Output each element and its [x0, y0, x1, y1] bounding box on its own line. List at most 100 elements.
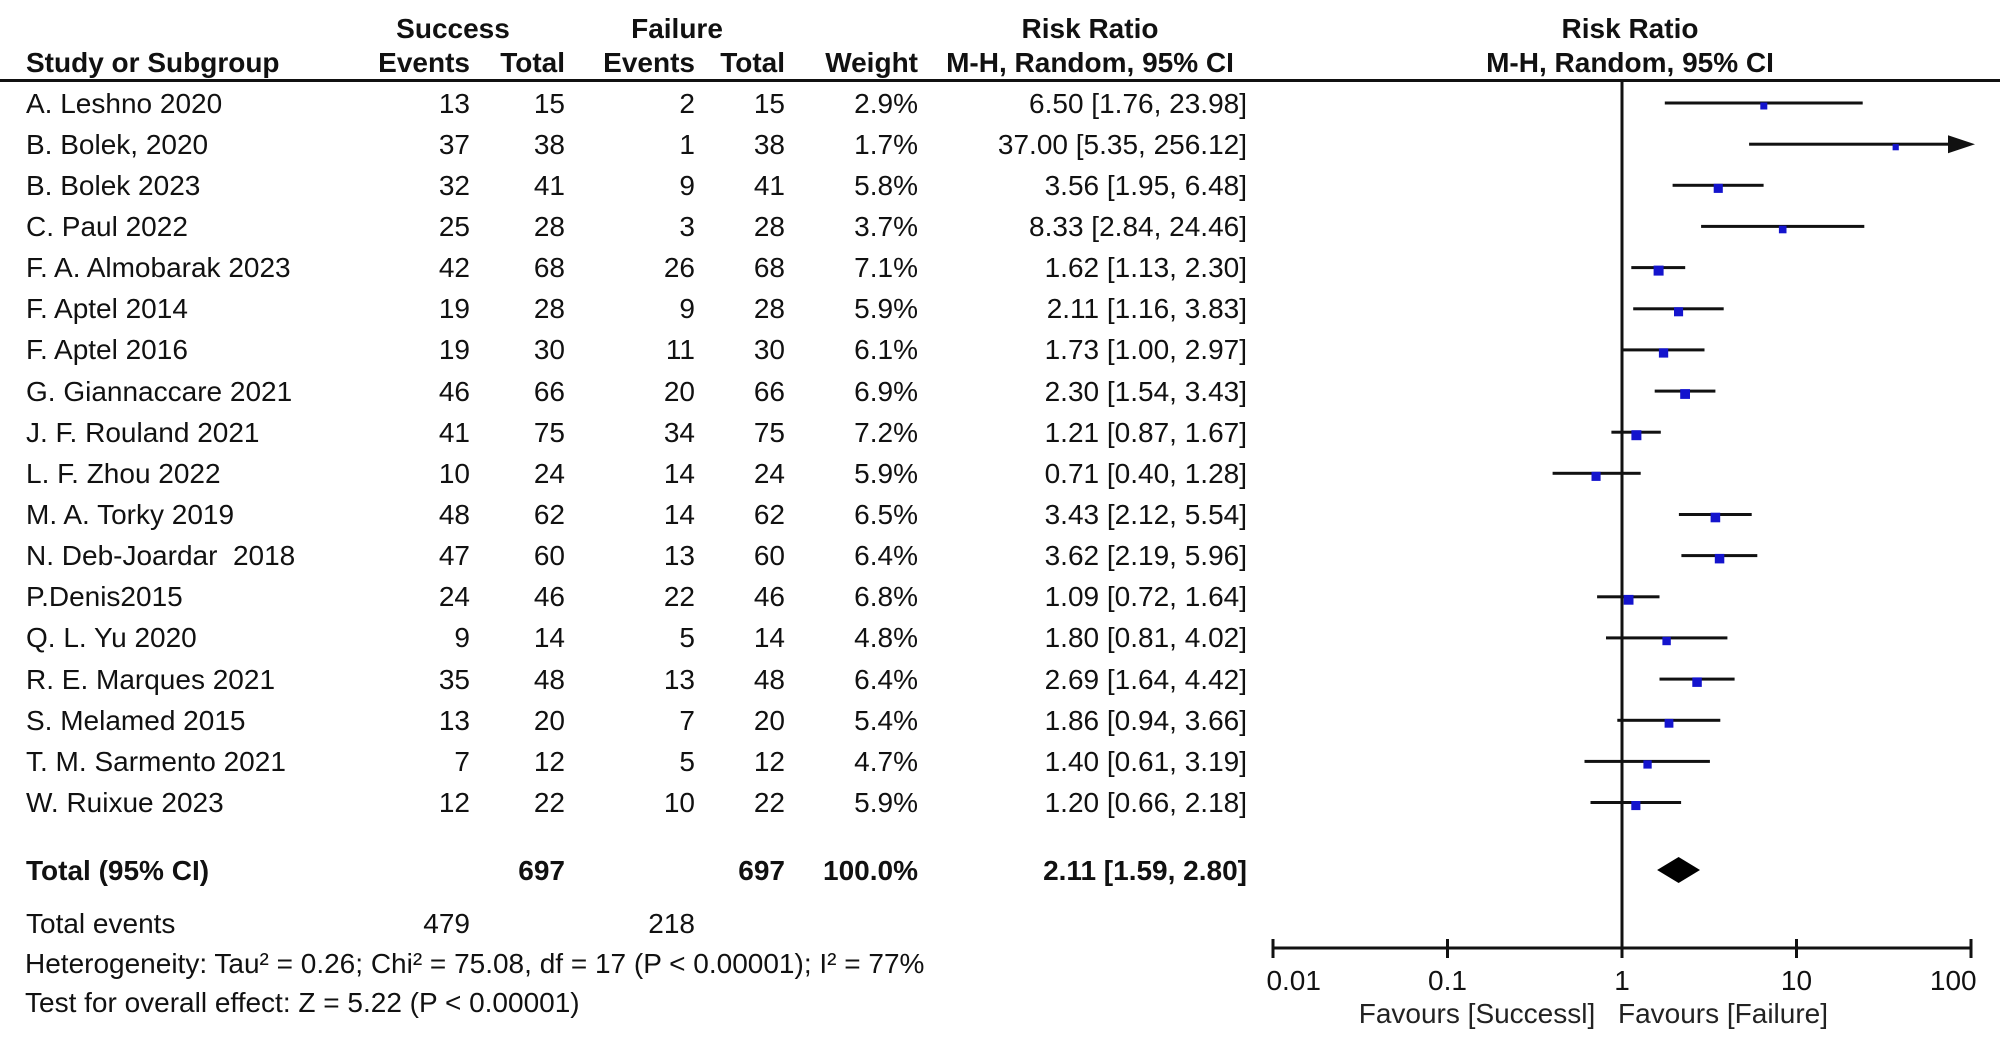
study-row: T. M. Sarmento 2021 7 12 5 12 4.7% 1.40 [0.61,…	[0, 741, 2000, 782]
success-total-cell: 20	[533, 704, 565, 736]
weight-cell: 6.8%	[854, 581, 918, 613]
risk-ratio-cell: 37.00 [5.35, 256.12]	[997, 128, 1247, 160]
risk-ratio-cell: 1.62 [1.13, 2.30]	[1044, 252, 1247, 284]
effect-marker	[1760, 102, 1768, 110]
axis-tick-label: 100	[1929, 965, 1977, 996]
total-weight-cell: 100.0%	[823, 854, 918, 886]
favours-left-label: Favours [Successl]	[1358, 998, 1596, 1029]
effect-marker	[1623, 594, 1634, 605]
col-header-failure-events: Events	[603, 47, 695, 78]
weight-cell: 6.5%	[854, 499, 918, 530]
success-events-cell: 12	[438, 787, 470, 818]
risk-ratio-cell: 1.09 [0.72, 1.64]	[1044, 581, 1247, 613]
col-header-success-events: Events	[378, 47, 470, 78]
success-events-cell: 46	[438, 375, 470, 407]
heterogeneity-text: Heterogeneity: Tau² = 0.26; Chi² = 75.08…	[25, 948, 925, 979]
axis-tick-label: 1	[1614, 965, 1630, 996]
effect-marker	[1692, 677, 1702, 687]
success-total-cell: 12	[533, 745, 565, 777]
success-total-cell: 60	[533, 540, 565, 572]
study-name-cell: F. Aptel 2014	[26, 293, 188, 325]
failure-events-cell: 5	[679, 745, 695, 777]
study-name-cell: F. Aptel 2016	[26, 334, 188, 366]
study-name-cell: M. A. Torky 2019	[26, 499, 235, 530]
weight-cell: 3.7%	[854, 210, 918, 242]
risk-ratio-header-left: Risk Ratio	[1021, 13, 1159, 44]
failure-events-cell: 9	[679, 169, 695, 201]
study-name-cell: Q. L. Yu 2020	[26, 622, 197, 654]
failure-total-cell: 48	[753, 663, 785, 695]
effect-marker	[1710, 512, 1721, 523]
study-name-cell: B. Bolek, 2020	[26, 128, 209, 160]
failure-total-cell: 68	[753, 252, 785, 284]
success-events-cell: 32	[438, 169, 470, 201]
failure-events-cell: 13	[663, 540, 695, 572]
weight-cell: 7.2%	[854, 416, 918, 448]
failure-events-cell: 10	[663, 787, 695, 818]
study-row: C. Paul 2022 25 28 3 28 3.7% 8.33 [2.84, 24.46…	[0, 206, 2000, 247]
axis-tick-label: 0.01	[1266, 965, 1321, 996]
weight-cell: 5.9%	[854, 787, 918, 818]
study-row: R. E. Marques 2021 35 48 13 48 6.4% 2.69 [1.64…	[0, 659, 2000, 700]
weight-cell: 6.4%	[854, 663, 918, 695]
study-row: B. Bolek 2023 32 41 9 41 5.8% 3.56 [1.95, 6.48…	[0, 165, 2000, 206]
failure-events-cell: 22	[663, 581, 695, 613]
axis-tick-label: 0.1	[1428, 965, 1467, 996]
failure-total-cell: 28	[753, 210, 785, 242]
study-name-cell: G. Giannaccare 2021	[26, 375, 293, 407]
failure-total-cell: 60	[753, 540, 785, 572]
col-header-mh-ci-right: M-H, Random, 95% CI	[1486, 47, 1774, 78]
col-header-mh-ci-left: M-H, Random, 95% CI	[946, 47, 1234, 78]
success-events-cell: 42	[438, 252, 470, 284]
risk-ratio-cell: 1.40 [0.61, 3.19]	[1044, 745, 1247, 777]
success-events-cell: 37	[438, 128, 470, 160]
failure-events-cell: 5	[679, 622, 695, 654]
study-row: A. Leshno 2020 13 15 2 15 2.9% 6.50 [1.76, 23.…	[0, 83, 2000, 124]
weight-cell: 5.8%	[854, 169, 918, 201]
study-name-cell: N. Deb-Joardar 2018	[26, 540, 296, 572]
risk-ratio-cell: 1.80 [0.81, 4.02]	[1044, 622, 1247, 654]
study-row: J. F. Rouland 2021 41 75 34 75 7.2% 1.21 [0.87…	[0, 412, 2000, 453]
failure-events-cell: 26	[663, 252, 695, 284]
failure-events-cell: 7	[679, 704, 695, 736]
weight-cell: 5.9%	[854, 457, 918, 489]
success-events-cell: 13	[438, 87, 470, 119]
total-row: Total (95% CI) 697 697 100.0% 2.11 [1.59, 2.…	[0, 850, 2000, 891]
weight-cell: 4.7%	[854, 745, 918, 777]
weight-cell: 6.9%	[854, 375, 918, 407]
failure-total-cell: 41	[753, 169, 785, 201]
failure-events-cell: 11	[665, 334, 695, 366]
effect-marker	[1591, 471, 1601, 481]
success-events-cell: 25	[438, 210, 470, 242]
total-events-failure-cell: 218	[648, 908, 695, 939]
risk-ratio-cell: 3.62 [2.19, 5.96]	[1044, 540, 1247, 572]
study-row: P.Denis2015 24 46 22 46 6.8% 1.09 [0.72, 1.64]	[0, 576, 2000, 617]
risk-ratio-cell: 8.33 [2.84, 24.46]	[1029, 210, 1247, 242]
risk-ratio-cell: 2.69 [1.64, 4.42]	[1044, 663, 1247, 695]
failure-total-cell: 62	[753, 499, 785, 530]
total-events-label-cell: Total events	[26, 908, 176, 939]
risk-ratio-cell: 1.20 [0.66, 2.18]	[1044, 787, 1247, 818]
effect-marker	[1778, 225, 1787, 234]
success-events-cell: 41	[438, 416, 470, 448]
study-row: M. A. Torky 2019 48 62 14 62 6.5% 3.43 [2.12, …	[0, 494, 2000, 535]
header-rule	[0, 79, 2000, 82]
success-events-cell: 19	[438, 293, 470, 325]
study-name-cell: A. Leshno 2020	[26, 87, 223, 119]
total-events-success-cell: 479	[423, 908, 470, 939]
success-total-cell: 28	[533, 293, 565, 325]
failure-events-cell: 13	[663, 663, 695, 695]
success-total-cell: 62	[533, 499, 565, 530]
failure-total-cell: 24	[753, 457, 785, 489]
failure-total-cell: 38	[753, 128, 785, 160]
axis-tick-label: 10	[1780, 965, 1813, 996]
study-row: L. F. Zhou 2022 10 24 14 24 5.9% 0.71 [0.40, 1…	[0, 453, 2000, 494]
success-total-cell: 41	[533, 169, 565, 201]
risk-ratio-cell: 1.73 [1.00, 2.97]	[1044, 334, 1247, 366]
risk-ratio-cell: 2.30 [1.54, 3.43]	[1044, 375, 1247, 407]
success-events-cell: 48	[438, 499, 470, 530]
weight-cell: 2.9%	[854, 87, 918, 119]
failure-total-cell: 28	[753, 293, 785, 325]
failure-total-cell: 46	[753, 581, 785, 613]
